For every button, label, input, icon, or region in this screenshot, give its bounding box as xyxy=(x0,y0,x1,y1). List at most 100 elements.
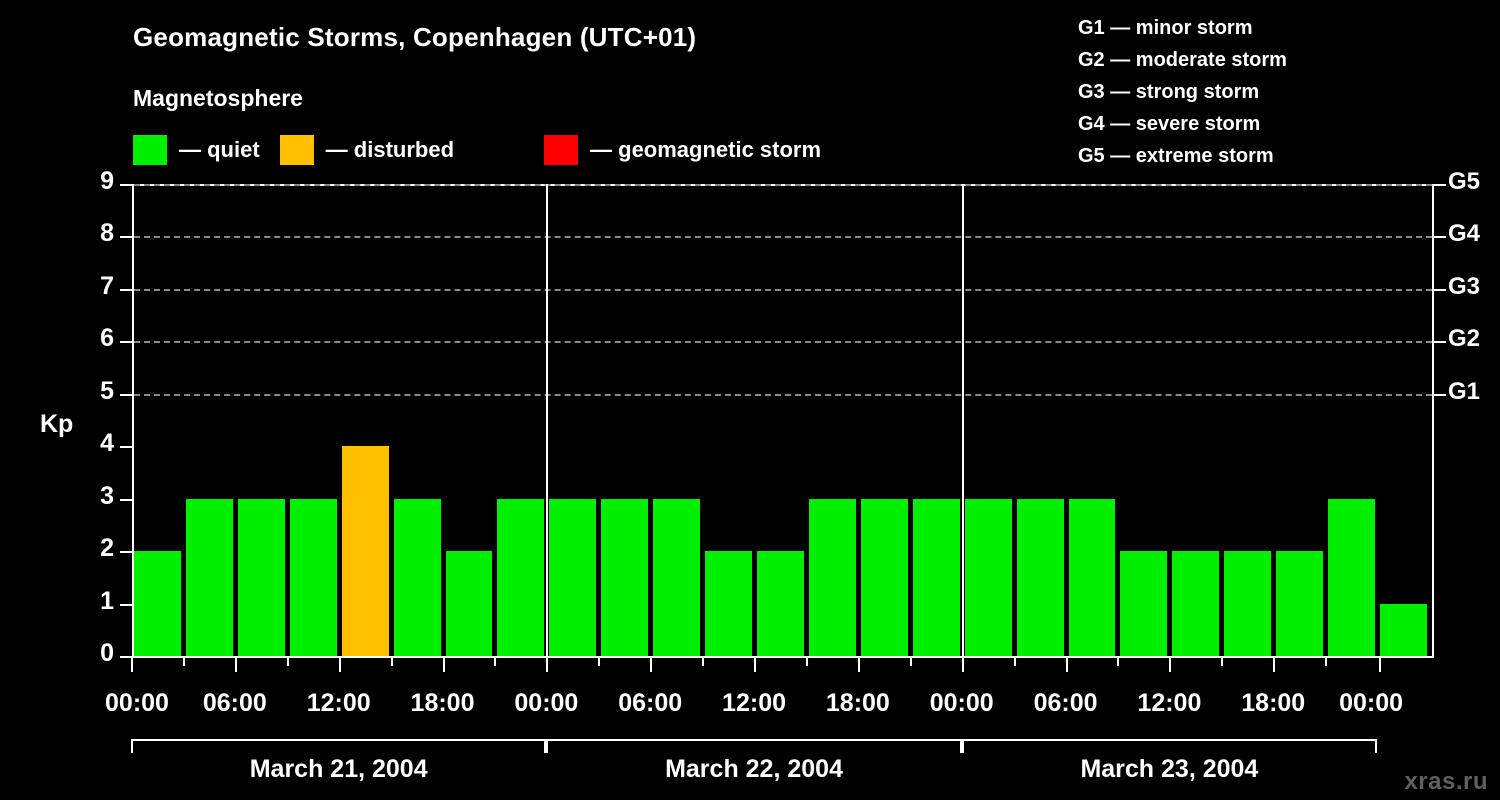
y-tick-label: 9 xyxy=(100,167,114,195)
plot-area xyxy=(134,184,1432,656)
y-tick-label: 8 xyxy=(100,219,114,248)
g-tick-label: G3 xyxy=(1448,272,1481,300)
kp-bar xyxy=(1380,603,1427,656)
x-tick-major xyxy=(338,658,341,672)
kp-bar xyxy=(912,498,960,656)
x-tick-minor xyxy=(805,658,808,666)
day-label: March 22, 2004 xyxy=(665,755,843,783)
g-tick-label: G2 xyxy=(1448,325,1481,353)
gridline xyxy=(134,184,1432,186)
page-title: Geomagnetic Storms, Copenhagen (UTC+01) xyxy=(133,22,697,52)
y-tick-label: 2 xyxy=(100,534,114,563)
x-tick-label: 18:00 xyxy=(410,689,475,717)
y-tick-mark xyxy=(120,551,132,554)
x-tick-major xyxy=(1273,658,1276,672)
x-tick-minor xyxy=(1117,658,1120,666)
y-tick-mark xyxy=(120,184,132,186)
x-axis-line xyxy=(134,656,1432,658)
kp-bar xyxy=(341,446,389,656)
x-tick-label: 00:00 xyxy=(105,689,169,717)
g-tick-mark xyxy=(1434,236,1446,239)
x-tick-label: 18:00 xyxy=(825,689,890,717)
kp-bar xyxy=(134,551,181,656)
g-tick-label: G4 xyxy=(1448,220,1481,248)
y-tick-mark xyxy=(120,341,132,344)
y-tick-mark xyxy=(120,603,132,606)
kp-bar xyxy=(393,498,441,656)
g-scale-row: G2 — moderate storm xyxy=(1078,49,1287,71)
x-tick-label: 18:00 xyxy=(1241,689,1306,717)
x-tick-major xyxy=(650,658,653,672)
x-tick-minor xyxy=(702,658,705,666)
g-tick-mark xyxy=(1434,341,1446,344)
g-scale-row: G4 — severe storm xyxy=(1078,113,1261,135)
quiet-swatch xyxy=(133,135,167,165)
day-bracket xyxy=(546,739,962,753)
g-tick-mark xyxy=(1434,288,1446,291)
legend-item: — quiet xyxy=(133,135,260,165)
watermark: xras.ru xyxy=(1404,768,1488,795)
legend-item: — disturbed xyxy=(279,135,454,165)
x-tick-major xyxy=(1379,658,1382,672)
gridline xyxy=(134,288,1432,291)
x-tick-minor xyxy=(598,658,601,666)
storm-swatch xyxy=(544,135,579,165)
kp-bar xyxy=(1068,498,1116,656)
x-tick-label: 06:00 xyxy=(202,689,267,717)
x-tick-major xyxy=(754,658,757,672)
x-tick-minor xyxy=(390,658,393,666)
legend-label: — geomagnetic storm xyxy=(590,137,822,162)
x-tick-minor xyxy=(909,658,912,666)
kp-bar xyxy=(705,551,753,656)
x-tick-label: 00:00 xyxy=(929,689,994,717)
x-tick-minor xyxy=(494,658,497,666)
g-scale-row: G1 — minor storm xyxy=(1078,17,1253,39)
x-tick-label: 00:00 xyxy=(1339,689,1404,717)
y-axis-line xyxy=(132,184,134,658)
x-tick-label: 06:00 xyxy=(1033,689,1098,717)
gridline xyxy=(134,393,1432,396)
y-tick-label: 1 xyxy=(100,586,114,615)
kp-bar xyxy=(653,498,701,656)
x-tick-minor xyxy=(1013,658,1016,666)
x-tick-label: 12:00 xyxy=(722,689,787,717)
y-tick-mark xyxy=(120,393,132,396)
g-tick-label: G1 xyxy=(1448,377,1481,405)
gridline xyxy=(134,341,1432,344)
y-tick-mark xyxy=(120,498,132,501)
kp-bar xyxy=(1172,551,1220,656)
y-tick-mark xyxy=(120,446,132,449)
g-tick-label: G5 xyxy=(1448,168,1481,195)
gridline xyxy=(134,236,1432,239)
kp-bar xyxy=(757,551,804,656)
kp-bar xyxy=(1328,498,1376,656)
kp-bar xyxy=(1276,551,1324,656)
x-tick-major xyxy=(131,658,133,672)
y-tick-mark xyxy=(120,236,132,239)
kp-bar xyxy=(497,498,545,656)
y-tick-label: 6 xyxy=(100,324,114,353)
x-tick-major xyxy=(857,658,860,672)
kp-bar xyxy=(808,498,856,656)
y-tick-label: 4 xyxy=(100,429,114,458)
day-label: March 23, 2004 xyxy=(1080,755,1259,783)
kp-bar xyxy=(289,498,337,656)
legend-label: — quiet xyxy=(179,137,260,162)
kp-bar xyxy=(964,498,1012,656)
x-tick-major xyxy=(546,658,549,672)
chart-subtitle: Magnetosphere xyxy=(133,85,303,111)
kp-bar xyxy=(1224,551,1272,656)
y-tick-label: 7 xyxy=(100,271,114,300)
kp-bar xyxy=(601,498,649,656)
y-axis-title: Kp xyxy=(40,410,74,438)
kp-bar xyxy=(445,551,493,656)
g-tick-mark xyxy=(1434,393,1446,396)
x-tick-label: 12:00 xyxy=(306,689,371,717)
x-tick-major xyxy=(1169,658,1172,672)
y-tick-mark xyxy=(120,288,132,291)
disturbed-swatch xyxy=(279,135,314,165)
kp-bar xyxy=(185,498,233,656)
y-tick-mark xyxy=(120,656,132,658)
day-separator xyxy=(546,184,549,656)
